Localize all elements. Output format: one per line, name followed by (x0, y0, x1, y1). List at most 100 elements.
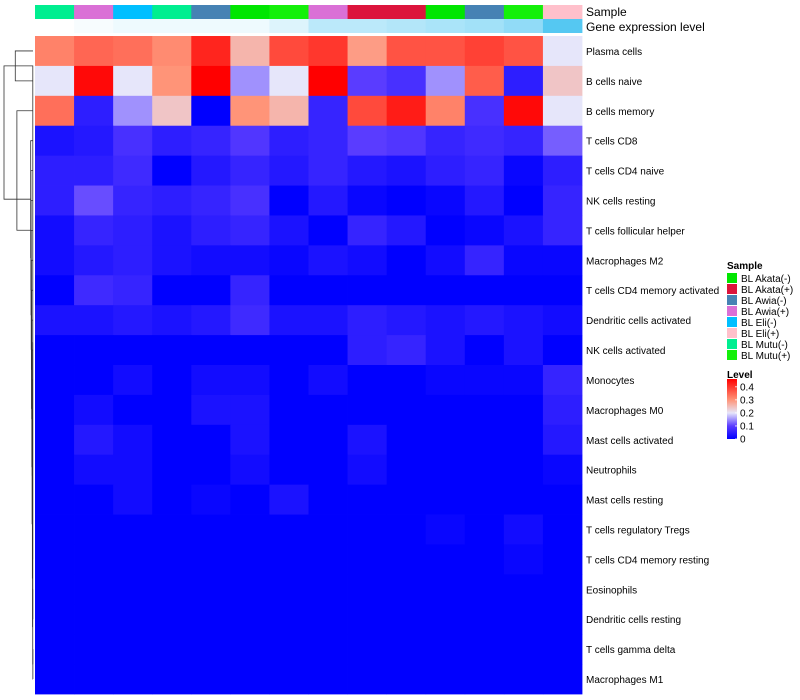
heatmap-cell (230, 275, 270, 306)
heatmap-cell (542, 454, 583, 486)
heatmap-cell (35, 394, 75, 426)
heatmap-cell (113, 634, 153, 665)
heatmap-cell (386, 36, 427, 67)
row-label: Macrophages M1 (586, 675, 664, 686)
sample-legend-swatch (727, 317, 737, 327)
heatmap-cell (347, 275, 388, 306)
heatmap-cell (308, 424, 348, 456)
row-label: T cells CD8 (586, 137, 638, 148)
heatmap-cell (230, 365, 270, 396)
heatmap-cell (74, 574, 114, 605)
heatmap-cell (542, 185, 583, 216)
heatmap-cell (308, 484, 348, 515)
row-label: Mast cells resting (586, 496, 663, 507)
heatmap-cell (425, 604, 466, 635)
heatmap-cell (386, 365, 427, 396)
heatmap-cell (35, 275, 75, 306)
heatmap-cell (386, 454, 427, 486)
sample-legend-swatch (727, 284, 737, 294)
heatmap-cell (269, 514, 309, 545)
heatmap-cell (425, 155, 466, 186)
row-label: Dendritic cells resting (586, 615, 681, 626)
heatmap-cell (74, 514, 114, 545)
heatmap-cell (191, 245, 231, 276)
row-label: Monocytes (586, 376, 634, 387)
heatmap-cell (269, 215, 309, 246)
heatmap-cell (152, 634, 192, 665)
heatmap-cell (542, 484, 583, 515)
heatmap-cell (113, 484, 153, 515)
heatmap-cell (35, 664, 75, 695)
heatmap-cell (503, 65, 544, 97)
row-label: Plasma cells (586, 47, 642, 58)
heatmap-cell (113, 544, 153, 575)
heatmap-cell (269, 424, 309, 456)
heatmap-cell (386, 65, 427, 97)
heatmap-cell (152, 155, 192, 186)
heatmap-cell (269, 125, 309, 157)
heatmap-cell (503, 574, 544, 605)
level-tick-label: 0.4 (740, 382, 754, 393)
heatmap-cell (464, 574, 505, 605)
heatmap-cell (347, 185, 388, 216)
heatmap-cell (230, 634, 270, 665)
heatmap-cell (35, 95, 75, 127)
heatmap-cell (191, 424, 231, 456)
sample-anno-cell (542, 5, 583, 19)
heatmap-cell (308, 185, 348, 216)
heatmap-cell (308, 574, 348, 605)
heatmap-cell (74, 544, 114, 575)
heatmap-cell (386, 125, 427, 157)
heatmap-cell (74, 335, 114, 366)
heatmap-cell (35, 305, 75, 336)
heatmap-cell (308, 275, 348, 306)
dendrogram-branch (3, 65, 31, 200)
heatmap-cell (74, 245, 114, 276)
sample-anno-cell (308, 5, 348, 19)
heatmap-cell (35, 335, 75, 366)
heatmap-cell (386, 604, 427, 635)
heatmap-cell (113, 664, 153, 695)
row-label: Neutrophils (586, 466, 637, 477)
heatmap-cell (425, 514, 466, 545)
heatmap-cell (347, 36, 388, 67)
heatmap-cell (542, 424, 583, 456)
heatmap-cell (35, 185, 75, 216)
heatmap-cell (152, 454, 192, 486)
heatmap-cell (386, 424, 427, 456)
heatmap-cell (503, 394, 544, 426)
heatmap-cell (464, 65, 505, 97)
heatmap-cell (386, 275, 427, 306)
heatmap-cell (230, 36, 270, 67)
heatmap-cell (464, 36, 505, 67)
heatmap-cell (113, 125, 153, 157)
heatmap-cell (542, 544, 583, 575)
heatmap-cell (74, 484, 114, 515)
heatmap-cell (347, 65, 388, 97)
heatmap-cell (308, 664, 348, 695)
heatmap-cell (113, 604, 153, 635)
heatmap-cell (425, 36, 466, 67)
gene-expression-anno-cell (464, 19, 505, 33)
heatmap-cell (425, 185, 466, 216)
heatmap-cell (230, 514, 270, 545)
heatmap-cell (347, 305, 388, 336)
heatmap-cell (74, 36, 114, 67)
heatmap-cell (35, 36, 75, 67)
heatmap-cell (308, 95, 348, 127)
heatmap-cell (425, 335, 466, 366)
heatmap-cell (152, 245, 192, 276)
heatmap-cell (269, 65, 309, 97)
heatmap-cell (347, 604, 388, 635)
sample-legend-label: BL Mutu(-) (741, 340, 788, 351)
heatmap-cell (191, 394, 231, 426)
heatmap-cell (464, 155, 505, 186)
annotation-label-gene-expression: Gene expression level (586, 20, 705, 34)
heatmap-cell (503, 95, 544, 127)
heatmap-cell (503, 664, 544, 695)
heatmap-cell (503, 424, 544, 456)
heatmap-cell (269, 634, 309, 665)
row-label: B cells memory (586, 107, 654, 118)
dendrogram-branch (31, 409, 33, 525)
heatmap-cell (386, 394, 427, 426)
